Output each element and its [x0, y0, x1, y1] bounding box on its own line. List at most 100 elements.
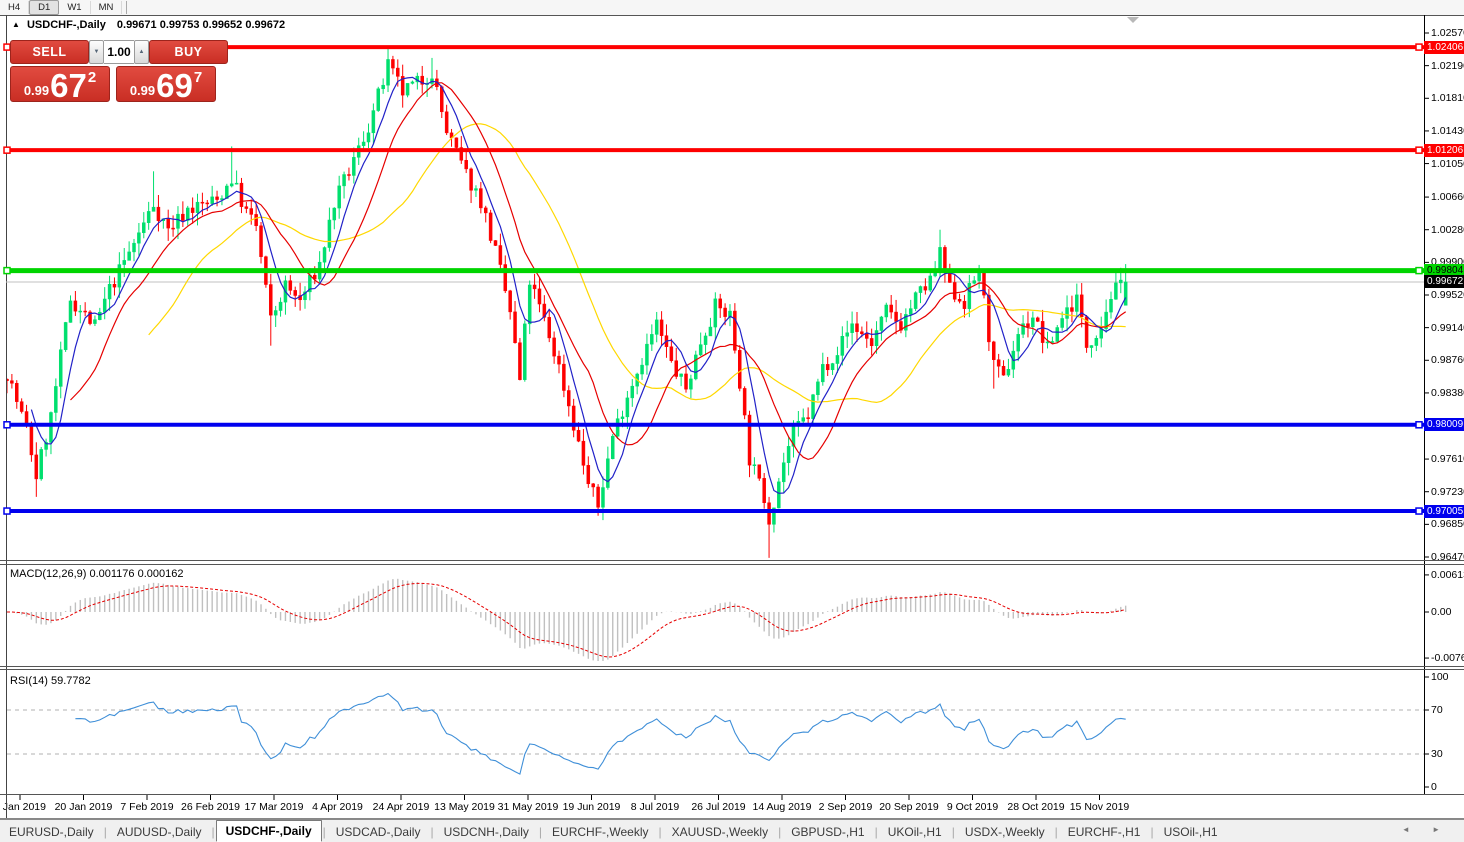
tab-separator: |	[430, 824, 434, 839]
chart-tab-usdcad-daily[interactable]: USDCAD-,Daily	[335, 824, 421, 839]
macd-axis-tick: 0.00	[1431, 606, 1452, 618]
level-price-label: 0.99804	[1424, 264, 1464, 278]
moving-averages-layer	[30, 76, 1127, 494]
chart-tab-ukoil-h1[interactable]: UKOil-,H1	[887, 824, 942, 839]
time-axis-tick: 1 Jan 2019	[0, 801, 46, 813]
period-toolbar: H4 D1 W1 MN	[0, 0, 1464, 15]
time-axis-tick: 20 Jan 2019	[54, 801, 113, 813]
chart-tab-eurusd-daily[interactable]: EURUSD-,Daily	[9, 824, 94, 839]
time-axis-tick: 24 Apr 2019	[372, 801, 430, 813]
tab-scroll-right-icon[interactable]: ►	[1432, 825, 1450, 834]
level-price-label: 0.98009	[1424, 418, 1464, 432]
level-line-handle[interactable]	[1415, 146, 1423, 154]
chart-tab-gbpusd-h1[interactable]: GBPUSD-,H1	[791, 824, 865, 839]
ohlc-quotes: 0.99671 0.99753 0.99652 0.99672	[116, 19, 286, 31]
rsi-indicator-label: RSI(14) 59.7782	[10, 675, 91, 687]
tab-separator: |	[322, 824, 326, 839]
time-axis-tick: 26 Feb 2019	[181, 801, 240, 813]
chart-tab-xauusd-weekly[interactable]: XAUUSD-,Weekly	[671, 824, 769, 839]
volume-input[interactable]	[104, 40, 134, 64]
rsi-layer	[75, 692, 1126, 775]
rsi-axis-tick: 100	[1431, 671, 1449, 683]
sell-price-big: 67	[50, 66, 87, 104]
price-axis-tick: 1.01430	[1431, 124, 1464, 137]
level-line-handle[interactable]	[3, 266, 11, 275]
trade-panel-top-row: SELL ▼ ▲ BUY	[10, 40, 228, 64]
buy-price-pip: 7	[193, 69, 203, 86]
buy-price-prefix: 0.99	[129, 83, 156, 98]
timeframe-button-mn[interactable]: MN	[91, 1, 123, 14]
time-axis-tick: 8 Jul 2019	[630, 801, 680, 813]
buy-price-button[interactable]: 0.99 69 7	[116, 66, 216, 102]
price-axis-tick: 1.00660	[1431, 191, 1464, 204]
level-line-handle[interactable]	[1415, 43, 1423, 51]
tab-separator: |	[658, 824, 662, 839]
time-axis-tick: 19 Jun 2019	[562, 801, 621, 813]
tab-separator: |	[538, 824, 543, 839]
time-axis-tick: 4 Apr 2019	[312, 801, 363, 813]
macd-axis-tick: 0.00613	[1431, 568, 1464, 581]
chart-title: ▲ USDCHF-,Daily 0.99671 0.99753 0.99652 …	[12, 19, 285, 31]
time-axis-tick: 7 Feb 2019	[120, 801, 174, 813]
level-line-handle[interactable]	[1415, 507, 1423, 515]
tab-separator: |	[1054, 824, 1058, 839]
macd-layer	[7, 578, 1127, 661]
price-axis-tick: 1.02190	[1431, 59, 1464, 72]
tab-scroll-left-icon[interactable]: ◄	[1401, 825, 1420, 834]
level-price-label: 0.97005	[1424, 504, 1464, 518]
chart-tab-audusd-daily[interactable]: AUDUSD-,Daily	[116, 824, 202, 839]
time-axis-tick: 13 May 2019	[434, 801, 495, 813]
volume-decrease-button[interactable]: ▼	[89, 40, 104, 64]
symbol-period-label: USDCHF-,Daily	[26, 19, 106, 31]
timeframe-button-d1[interactable]: D1	[29, 0, 60, 15]
sell-price-button[interactable]: 0.99 67 2	[10, 66, 110, 102]
time-axis-tick: 26 Jul 2019	[691, 801, 746, 813]
chart-canvas[interactable]	[0, 0, 1464, 820]
rsi-axis-tick: 70	[1431, 704, 1443, 716]
tab-separator: |	[211, 824, 215, 839]
level-line-handle[interactable]	[3, 146, 11, 154]
level-price-label: 1.02406	[1424, 40, 1464, 54]
volume-increase-button[interactable]: ▲	[134, 40, 149, 64]
price-axis-tick: 1.01050	[1431, 157, 1464, 170]
volume-stepper: ▼ ▲	[89, 40, 149, 64]
chart-tab-usoil-h1[interactable]: USOil-,H1	[1163, 824, 1218, 839]
tab-scroll-arrows: ◄ ►	[1402, 825, 1450, 834]
chart-tab-usdchf-daily[interactable]: USDCHF-,Daily	[215, 819, 322, 842]
time-axis-tick: 20 Sep 2019	[879, 801, 939, 813]
candles-layer[interactable]	[6, 48, 1128, 558]
collapse-triangle-icon[interactable]: ▲	[12, 20, 20, 29]
rsi-axis-tick: 0	[1431, 781, 1437, 793]
sell-button[interactable]: SELL	[10, 40, 89, 64]
chart-tab-usdx-weekly[interactable]: USDX-,Weekly	[964, 824, 1045, 839]
time-axis-tick: 14 Aug 2019	[752, 801, 812, 813]
chart-tab-eurchf-h1[interactable]: EURCHF-,H1	[1067, 824, 1141, 839]
timeframe-button-h4[interactable]: H4	[0, 1, 30, 14]
buy-button[interactable]: BUY	[149, 40, 228, 64]
one-click-trading-panel: SELL ▼ ▲ BUY 0.99 67 2 0.99 69 7	[10, 40, 228, 102]
level-line-handle[interactable]	[3, 421, 11, 429]
level-line-handle[interactable]	[3, 507, 11, 515]
price-axis-tick: 1.01810	[1431, 92, 1464, 105]
chart-tab-usdcnh-daily[interactable]: USDCNH-,Daily	[443, 824, 529, 839]
buy-price-big: 69	[156, 66, 193, 104]
chart-tab-eurchf-weekly[interactable]: EURCHF-,Weekly	[552, 824, 649, 839]
price-axis-tick: 1.02570	[1431, 27, 1464, 39]
timeframe-button-w1[interactable]: W1	[59, 1, 91, 14]
toolbar-separator	[126, 1, 128, 14]
sell-price-prefix: 0.99	[23, 83, 50, 98]
time-axis-tick: 15 Nov 2019	[1069, 801, 1130, 813]
chart-shift-marker-icon[interactable]	[1127, 17, 1139, 23]
time-axis-tick: 31 May 2019	[497, 801, 559, 813]
level-line-handle[interactable]	[1415, 266, 1423, 275]
level-price-label: 1.01206	[1424, 143, 1464, 157]
level-line-handle[interactable]	[1415, 421, 1423, 429]
tab-separator: |	[951, 824, 955, 839]
